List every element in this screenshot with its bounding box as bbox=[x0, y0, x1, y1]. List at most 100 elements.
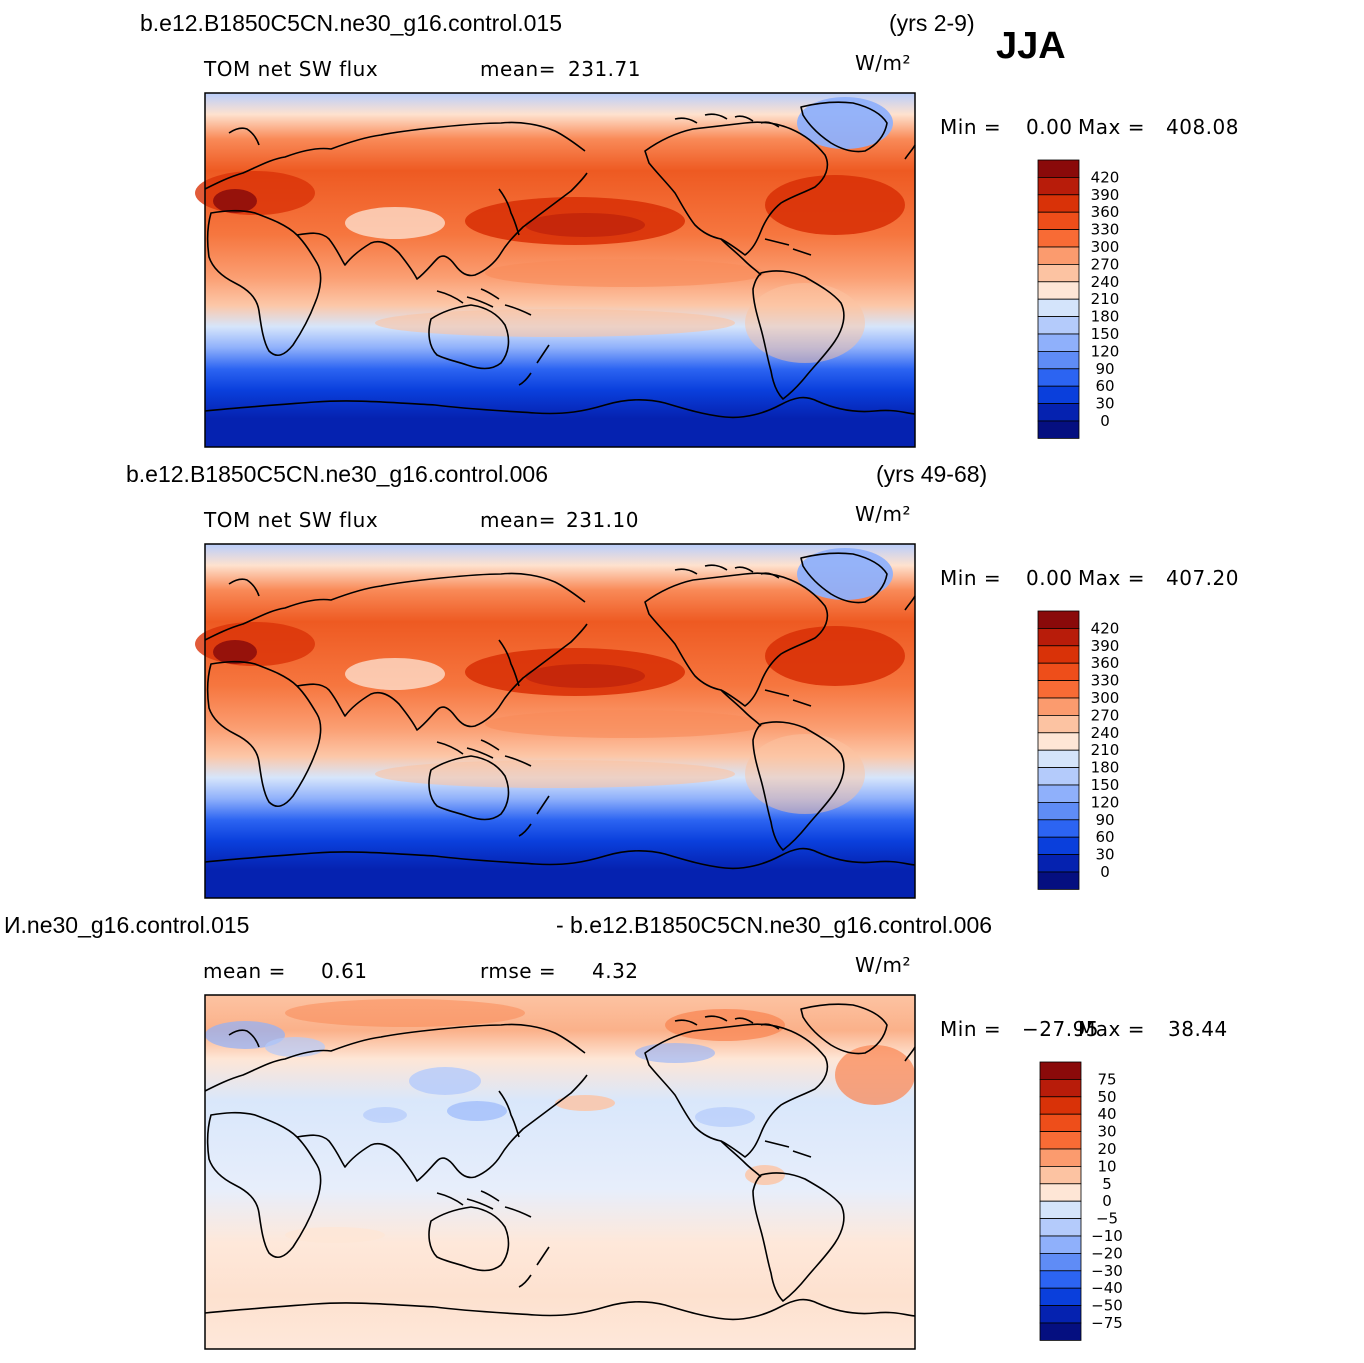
panel2-max-value: 407.20 bbox=[1166, 566, 1239, 590]
panel2-variable: TOM net SW flux bbox=[204, 508, 379, 532]
colorbar-tick-label: 420 bbox=[1091, 619, 1120, 637]
panel3-max-label: Max = bbox=[1078, 1017, 1145, 1041]
panel3-field bbox=[205, 995, 915, 1349]
colorbar-tick-label: 270 bbox=[1091, 706, 1120, 724]
panel1-units: W/m² bbox=[855, 51, 912, 75]
colorbar-box bbox=[1037, 176, 1080, 196]
colorbar-tick-label: −10 bbox=[1091, 1227, 1123, 1245]
colorbar-tick-label: 180 bbox=[1091, 308, 1120, 326]
colorbar-box bbox=[1039, 1113, 1082, 1133]
colorbar-box bbox=[1037, 159, 1080, 178]
colorbar-tick-label: 390 bbox=[1091, 186, 1120, 204]
colorbar-box bbox=[1037, 836, 1080, 855]
panel1-mean-value: 231.71 bbox=[568, 57, 641, 81]
colorbar-box bbox=[1037, 662, 1080, 682]
colorbar-box bbox=[1039, 1287, 1082, 1306]
colorbar-box bbox=[1037, 264, 1080, 283]
colorbar-box bbox=[1037, 627, 1080, 647]
colorbar-tick-label: 10 bbox=[1097, 1157, 1116, 1175]
colorbar-box bbox=[1037, 246, 1080, 265]
colorbar-tick-label: −40 bbox=[1091, 1279, 1123, 1297]
colorbar-box bbox=[1037, 298, 1080, 317]
colorbar-tick-label: 0 bbox=[1102, 1192, 1112, 1210]
colorbar-box bbox=[1039, 1200, 1082, 1219]
colorbar-box bbox=[1039, 1078, 1082, 1098]
panel2-years: (yrs 49-68) bbox=[876, 461, 988, 487]
colorbar-tick-label: −5 bbox=[1096, 1210, 1118, 1228]
colorbar-tick-label: 150 bbox=[1091, 776, 1120, 794]
colorbar-box bbox=[1037, 784, 1080, 803]
panel3-units: W/m² bbox=[855, 953, 912, 977]
colorbar-box bbox=[1039, 1322, 1082, 1341]
colorbar-box bbox=[1037, 420, 1080, 439]
panel2-units: W/m² bbox=[855, 502, 912, 526]
colorbar-box bbox=[1037, 680, 1080, 699]
colorbar-tick-label: 150 bbox=[1091, 325, 1120, 343]
panel3-rmse-value: 4.32 bbox=[592, 959, 639, 983]
colorbar-box bbox=[1037, 385, 1080, 404]
colorbar-tick-label: 30 bbox=[1095, 395, 1114, 413]
colorbar-box bbox=[1037, 767, 1080, 786]
colorbar-tick-label: −20 bbox=[1091, 1244, 1123, 1262]
panel1-mean-label: mean= bbox=[480, 57, 556, 81]
colorbar-box bbox=[1037, 211, 1080, 231]
colorbar-tick-label: 300 bbox=[1091, 238, 1120, 256]
panel3-rmse-label: rmse = bbox=[480, 959, 557, 983]
colorbar-tick-label: 210 bbox=[1091, 290, 1120, 308]
panel1-map bbox=[195, 92, 916, 448]
colorbar-box bbox=[1039, 1252, 1082, 1272]
colorbar-tick-label: 360 bbox=[1091, 654, 1120, 672]
colorbar-box bbox=[1037, 801, 1080, 821]
colorbar-tick-label: 390 bbox=[1091, 637, 1120, 655]
panel1-variable: TOM net SW flux bbox=[204, 57, 379, 81]
colorbar-tick-label: −75 bbox=[1091, 1314, 1123, 1332]
colorbar-tick-label: −30 bbox=[1091, 1262, 1123, 1280]
panel3-frame bbox=[204, 994, 916, 1350]
panel3-case-title-left: И.ne30_g16.control.015 bbox=[4, 912, 250, 938]
colorbar-tick-label: 90 bbox=[1095, 811, 1114, 829]
panel1-case-title: b.e12.B1850C5CN.ne30_g16.control.015 bbox=[140, 10, 562, 36]
panel2-min-label: Min = bbox=[940, 566, 1002, 590]
colorbar-box bbox=[1039, 1218, 1082, 1237]
colorbar-box bbox=[1037, 281, 1080, 300]
colorbar-box bbox=[1039, 1166, 1082, 1185]
colorbar-tick-label: 360 bbox=[1091, 203, 1120, 221]
panel3-mean-label: mean = bbox=[203, 959, 286, 983]
colorbar-tick-label: 0 bbox=[1100, 863, 1110, 881]
colorbar-box bbox=[1037, 697, 1080, 716]
colorbar-box bbox=[1037, 229, 1080, 248]
panel3-min-value: −27.95 bbox=[1022, 1017, 1100, 1041]
panel1-min-label: Min = bbox=[940, 115, 1002, 139]
panel1-max-value: 408.08 bbox=[1166, 115, 1239, 139]
colorbar-box bbox=[1039, 1305, 1082, 1324]
colorbar-tick-label: 40 bbox=[1097, 1105, 1116, 1123]
colorbar-box bbox=[1039, 1183, 1082, 1202]
panel2-max-label: Max = bbox=[1078, 566, 1145, 590]
colorbar-tick-label: 30 bbox=[1097, 1123, 1116, 1141]
panel1-years: (yrs 2-9) bbox=[889, 10, 975, 36]
colorbar-box bbox=[1039, 1096, 1082, 1115]
panel3-case-title-right: - b.e12.B1850C5CN.ne30_g16.control.006 bbox=[556, 912, 993, 938]
panel1-max-label: Max = bbox=[1078, 115, 1145, 139]
colorbar-tick-label: 50 bbox=[1097, 1088, 1116, 1106]
panel3-map bbox=[204, 994, 916, 1350]
panel2-mean-value: 231.10 bbox=[566, 508, 639, 532]
colorbar-tick-label: 240 bbox=[1091, 273, 1120, 291]
colorbar-box bbox=[1037, 854, 1080, 873]
colorbar-box bbox=[1037, 333, 1080, 352]
colorbar-box bbox=[1037, 749, 1080, 768]
colorbar-box bbox=[1037, 368, 1080, 387]
panel2-case-title: b.e12.B1850C5CN.ne30_g16.control.006 bbox=[126, 461, 548, 487]
colorbar-box bbox=[1037, 316, 1080, 335]
colorbar-tick-label: 60 bbox=[1095, 377, 1114, 395]
colorbar-box bbox=[1037, 610, 1080, 629]
colorbar-tick-label: 120 bbox=[1091, 793, 1120, 811]
colorbar-tick-label: 20 bbox=[1097, 1140, 1116, 1158]
panel3-mean-value: 0.61 bbox=[321, 959, 368, 983]
colorbar-box bbox=[1039, 1061, 1082, 1080]
colorbar-box bbox=[1037, 350, 1080, 370]
colorbar-tick-label: 75 bbox=[1097, 1070, 1116, 1088]
colorbar-box bbox=[1037, 732, 1080, 751]
colorbar-tick-label: 60 bbox=[1095, 828, 1114, 846]
